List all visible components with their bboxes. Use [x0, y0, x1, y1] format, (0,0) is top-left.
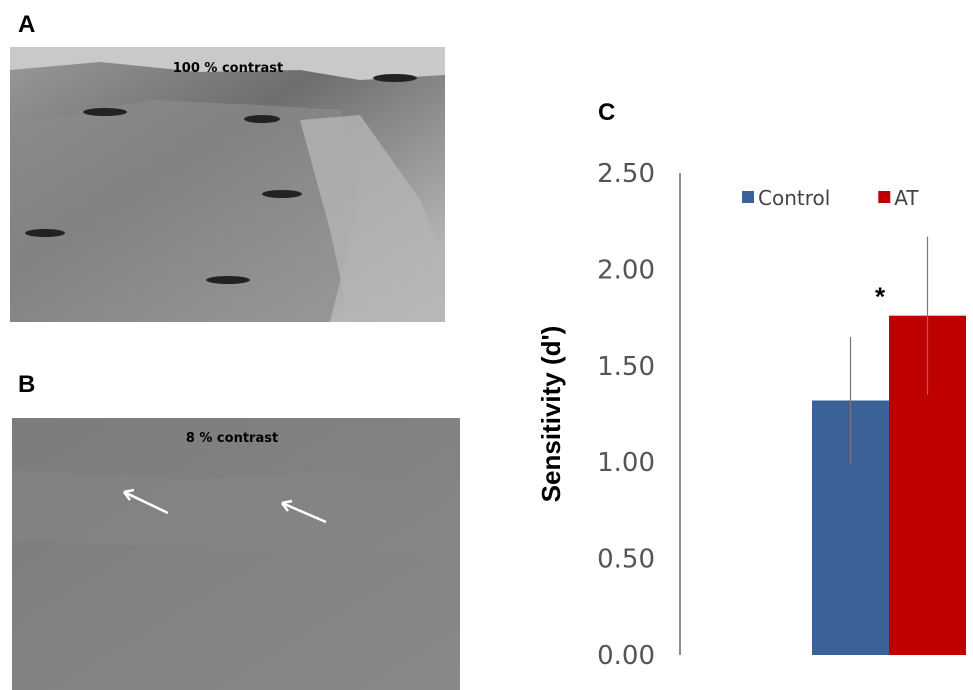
panel-label: C — [598, 99, 615, 126]
y-tick-label: 2.00 — [597, 255, 655, 285]
legend-label: Control — [758, 186, 830, 210]
figure: 100 % contrast A 8 % contrast B C Sensit… — [0, 0, 973, 690]
photo-a: 100 % contrast — [10, 47, 445, 322]
panel-label: B — [18, 371, 35, 398]
photo-b: 8 % contrast — [12, 418, 460, 690]
legend-swatch — [742, 191, 754, 203]
page: 100 % contrast A 8 % contrast B C Sensit… — [0, 0, 973, 690]
y-tick-label: 1.50 — [597, 352, 655, 382]
y-tick-label: 0.50 — [597, 545, 655, 575]
panel-label: A — [18, 11, 35, 38]
caption-b: 8 % contrast — [186, 431, 278, 446]
y-tick-label: 2.50 — [597, 159, 655, 189]
caption-a: 100 % contrast — [173, 61, 283, 76]
y-tick-label: 1.00 — [597, 448, 655, 478]
y-axis-label: Sensitivity (d') — [536, 326, 566, 503]
y-tick-label: 0.00 — [597, 641, 655, 671]
annotation: * — [875, 282, 886, 312]
legend-swatch — [878, 191, 890, 203]
legend-label: AT — [894, 186, 919, 210]
